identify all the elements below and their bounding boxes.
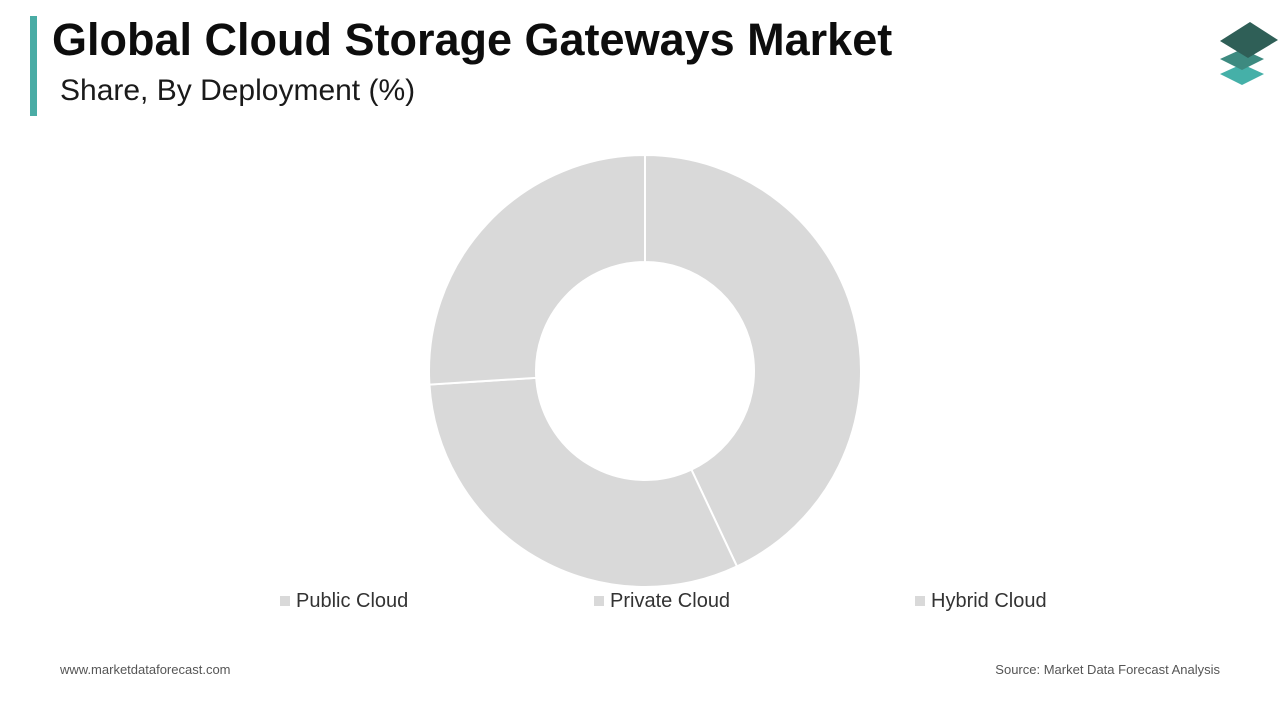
- chart-subtitle: Share, By Deployment (%): [60, 74, 416, 107]
- legend-label: Private Cloud: [610, 589, 731, 612]
- title-accent-bar: [30, 16, 37, 116]
- legend-swatch: [915, 596, 925, 606]
- legend-swatch: [280, 596, 290, 606]
- logo-layer-top: [1220, 22, 1278, 58]
- slice-hybrid-cloud: [428, 153, 646, 386]
- website-footer: www.marketdataforecast.com: [60, 662, 231, 677]
- legend-item-hybrid-cloud: Hybrid Cloud: [915, 588, 1047, 614]
- legend-item-public-cloud: Public Cloud: [280, 588, 408, 614]
- legend-label: Hybrid Cloud: [931, 589, 1047, 612]
- logo-layer-bottom: [1220, 64, 1264, 85]
- slice-private-cloud: [428, 376, 739, 588]
- legend-label: Public Cloud: [296, 589, 409, 612]
- chart-title: Global Cloud Storage Gateways Market: [52, 14, 893, 65]
- brand-logo-icon: [1220, 22, 1278, 85]
- source-footer: Source: Market Data Forecast Analysis: [995, 662, 1220, 677]
- legend-item-private-cloud: Private Cloud: [594, 588, 730, 614]
- slice-public-cloud: [644, 153, 862, 568]
- legend-swatch: [594, 596, 604, 606]
